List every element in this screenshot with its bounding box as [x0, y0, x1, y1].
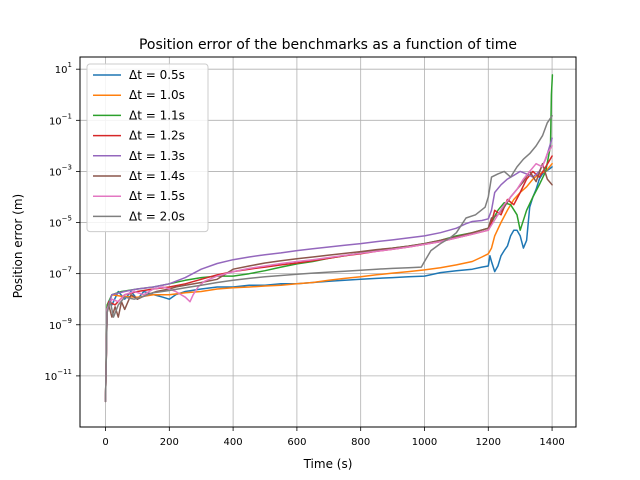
series-group: [104, 74, 554, 403]
legend-box: [86, 63, 209, 233]
legend: Δt = 0.5s Δt = 1.0s Δt = 1.1s Δt = 1.2s Δt =…: [86, 63, 209, 233]
y-tick-label-exponent: −9: [62, 317, 72, 325]
y-tick-label-base: 10: [44, 372, 57, 383]
x-tick-label: 1200: [476, 437, 501, 448]
y-tick-label: 101: [55, 61, 72, 76]
x-tick-label: 200: [160, 437, 179, 448]
chart-title: Position error of the benchmarks as a fu…: [139, 37, 517, 53]
series-line-7: [104, 145, 553, 403]
x-tick-label: 800: [351, 437, 370, 448]
legend-label: Δt = 1.5s: [129, 189, 185, 203]
legend-label: Δt = 1.0s: [129, 88, 185, 102]
y-tick-label: 10−3: [49, 163, 72, 178]
legend-label: Δt = 1.1s: [129, 108, 185, 122]
legend-label: Δt = 2.0s: [129, 209, 185, 223]
y-tick-label-exponent: −5: [62, 215, 72, 223]
y-tick-label-exponent: 1: [68, 61, 72, 69]
series-line-8: [104, 115, 553, 403]
legend-label: Δt = 0.5s: [129, 68, 185, 82]
grid: [80, 57, 576, 427]
y-tick-label: 10−7: [49, 266, 72, 281]
y-tick-label: 10−11: [44, 368, 72, 383]
y-tick-label-base: 10: [55, 65, 68, 76]
y-tick-label-exponent: −7: [62, 266, 72, 274]
y-tick-label-base: 10: [49, 116, 62, 127]
y-tick-label-exponent: −11: [57, 368, 72, 376]
y-tick-label-base: 10: [49, 321, 62, 332]
legend-label: Δt = 1.3s: [129, 149, 185, 163]
axis-ticks: 0 200 400 600 800 1000 1200 140010−1110−910−710…: [44, 61, 564, 448]
y-tick-label-exponent: −1: [62, 112, 72, 120]
y-tick-label-exponent: −3: [62, 163, 72, 171]
y-axis-label: Position error (m): [11, 194, 25, 298]
y-tick-label-base: 10: [49, 270, 62, 281]
x-tick-label: 0: [102, 437, 108, 448]
plot-area-frame: [79, 56, 577, 428]
y-tick-label: 10−1: [49, 112, 72, 127]
y-tick-label: 10−5: [49, 215, 72, 230]
y-tick-label: 10−9: [49, 317, 72, 332]
x-tick-label: 1000: [412, 437, 437, 448]
legend-label: Δt = 1.4s: [129, 169, 185, 183]
x-tick-label: 400: [224, 437, 243, 448]
x-tick-label: 600: [287, 437, 306, 448]
x-axis-label: Time (s): [303, 457, 353, 471]
legend-label: Δt = 1.2s: [129, 129, 185, 143]
y-tick-label-base: 10: [49, 219, 62, 230]
y-tick-label-base: 10: [49, 167, 62, 178]
x-tick-label: 1400: [539, 437, 564, 448]
